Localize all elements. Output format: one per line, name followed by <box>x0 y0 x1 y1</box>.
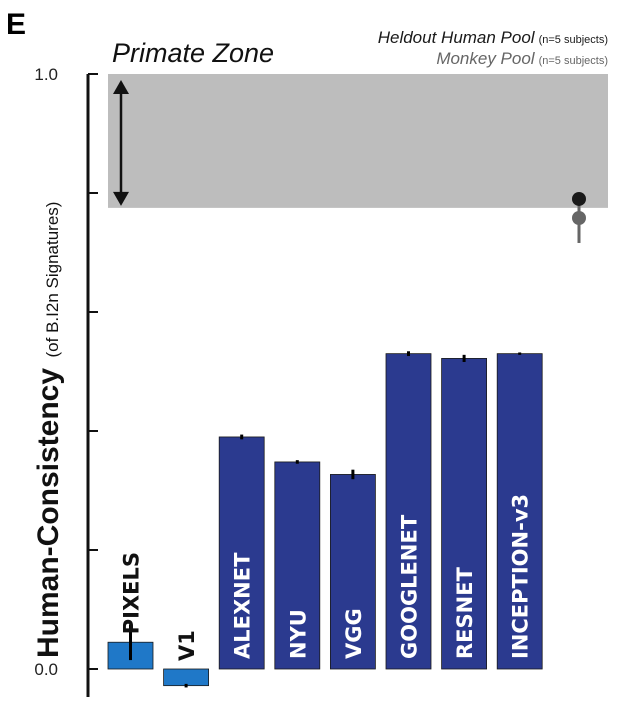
legend: Heldout Human Pool (n=5 subjects)Monkey P… <box>378 28 608 68</box>
monkey-pool-point <box>572 210 586 225</box>
primate-zone-band <box>108 74 608 208</box>
bar-nyu <box>274 461 321 670</box>
bar-label: NYU <box>286 609 310 659</box>
primate-zone: Primate Zone <box>108 38 608 208</box>
human-pool-point <box>572 191 586 206</box>
bar-label: RESNET <box>453 566 477 659</box>
primate-zone-title: Primate Zone <box>112 38 274 68</box>
y-axis-label-main: Human-Consistency <box>32 368 65 658</box>
bar-label: VGG <box>342 608 366 659</box>
y-axis-label: Human-Consistency (of B.I2n Signatures) <box>32 202 65 658</box>
legend-human-pool-name: Heldout Human Pool <box>378 28 536 47</box>
bar-label: INCEPTION-v3 <box>509 494 533 659</box>
zone-arrow-up-icon <box>113 80 129 94</box>
bar-v1 <box>163 668 210 687</box>
bar-label: V1 <box>175 630 199 661</box>
zone-arrow-down-icon <box>113 191 129 206</box>
bar-alexnet <box>218 436 265 670</box>
bar-googlenet <box>385 353 432 670</box>
y-tick-label: 0.0 <box>34 660 58 679</box>
y-axis: 0.0 1.0 <box>34 65 98 697</box>
bar-resnet <box>441 358 488 670</box>
bar-vgg <box>329 474 376 670</box>
legend-monkey-pool-note: (n=5 subjects) <box>539 55 608 67</box>
y-tick-label: 1.0 <box>34 65 58 84</box>
panel-label: E <box>6 8 26 41</box>
bar-label: ALEXNET <box>231 552 255 659</box>
legend-human-pool-note: (n=5 subjects) <box>539 34 608 46</box>
bar-label: PIXELS <box>120 552 144 634</box>
y-axis-label-sub: (of B.I2n Signatures) <box>43 202 62 358</box>
pool-markers <box>572 191 586 243</box>
legend-human-pool: Heldout Human Pool (n=5 subjects) <box>378 28 608 47</box>
legend-monkey-pool-name: Monkey Pool <box>436 49 535 68</box>
legend-monkey-pool: Monkey Pool (n=5 subjects) <box>436 49 608 68</box>
bars: PIXELS V1 ALEXNET NYU VGG GOOGLENET RESNET INCE… <box>107 351 543 688</box>
bar-label: GOOGLENET <box>398 514 422 659</box>
